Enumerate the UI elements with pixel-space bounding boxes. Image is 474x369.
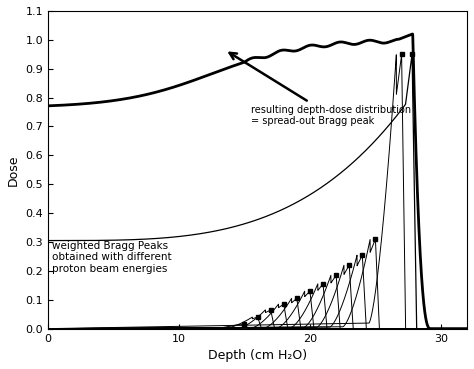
Text: resulting depth-dose distribution
= spread-out Bragg peak: resulting depth-dose distribution = spre… <box>229 53 411 127</box>
Y-axis label: Dose: Dose <box>7 154 20 186</box>
Text: weighted Bragg Peaks
obtained with different
proton beam energies: weighted Bragg Peaks obtained with diffe… <box>52 241 172 274</box>
X-axis label: Depth (cm H₂O): Depth (cm H₂O) <box>208 349 307 362</box>
